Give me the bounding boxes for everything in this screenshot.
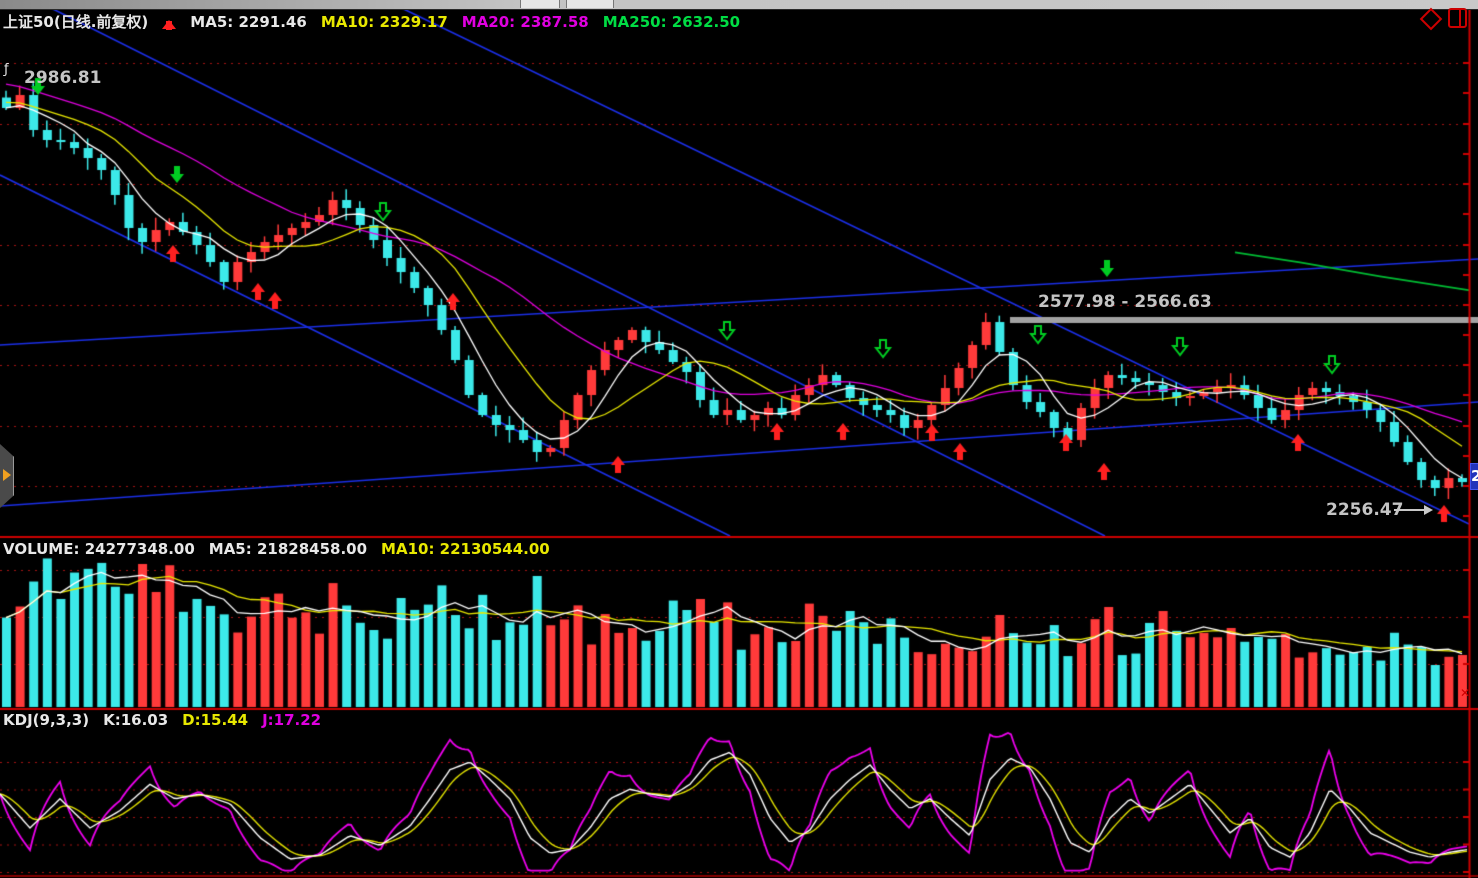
- volume-value: VOLUME: 24277348.00: [3, 540, 195, 558]
- split-window-icon[interactable]: [1448, 8, 1467, 28]
- label-arrow-head-icon: [1424, 505, 1433, 515]
- main-pane-header: 上证50(日线.前复权) MA5: 2291.46 MA10: 2329.17 …: [3, 11, 740, 32]
- kdj-d-value: D:15.44: [182, 711, 249, 729]
- peak-price-label: 2986.81: [24, 68, 102, 88]
- ma20-value: MA20: 2387.58: [461, 12, 589, 31]
- kdj-k-value: K:16.03: [103, 711, 169, 729]
- label-arrow-shaft: [1394, 509, 1430, 511]
- marker-glyph: ƒ: [4, 62, 9, 77]
- toolbar-button[interactable]: [566, 0, 614, 8]
- volume-pane-header: VOLUME: 24277348.00 MA5: 21828458.00 MA1…: [3, 540, 550, 558]
- sidebar-expand-handle[interactable]: [0, 444, 14, 508]
- volume-ma5-value: MA5: 21828458.00: [208, 540, 368, 558]
- toolbar-button[interactable]: [520, 0, 560, 8]
- symbol-title: 上证50(日线.前复权): [3, 13, 149, 31]
- ma250-value: MA250: 2632.50: [602, 12, 741, 31]
- resistance-range-label: 2577.98 - 2566.63: [1038, 292, 1212, 312]
- window-top-strip: [0, 0, 1478, 10]
- up-arrow-icon: [162, 13, 177, 31]
- ma10-value: MA10: 2329.17: [320, 12, 448, 31]
- kdj-title: KDJ(9,3,3): [3, 711, 90, 729]
- pane-close-icon[interactable]: ✕: [1460, 686, 1471, 700]
- kdj-j-value: J:17.22: [262, 711, 322, 729]
- kdj-pane-header: KDJ(9,3,3) K:16.03 D:15.44 J:17.22: [3, 711, 321, 729]
- volume-ma10-value: MA10: 22130544.00: [381, 540, 550, 558]
- signal-low-label: 2256.47: [1326, 500, 1404, 520]
- current-price-tag: 2: [1470, 463, 1478, 490]
- ma5-value: MA5: 2291.46: [190, 12, 307, 31]
